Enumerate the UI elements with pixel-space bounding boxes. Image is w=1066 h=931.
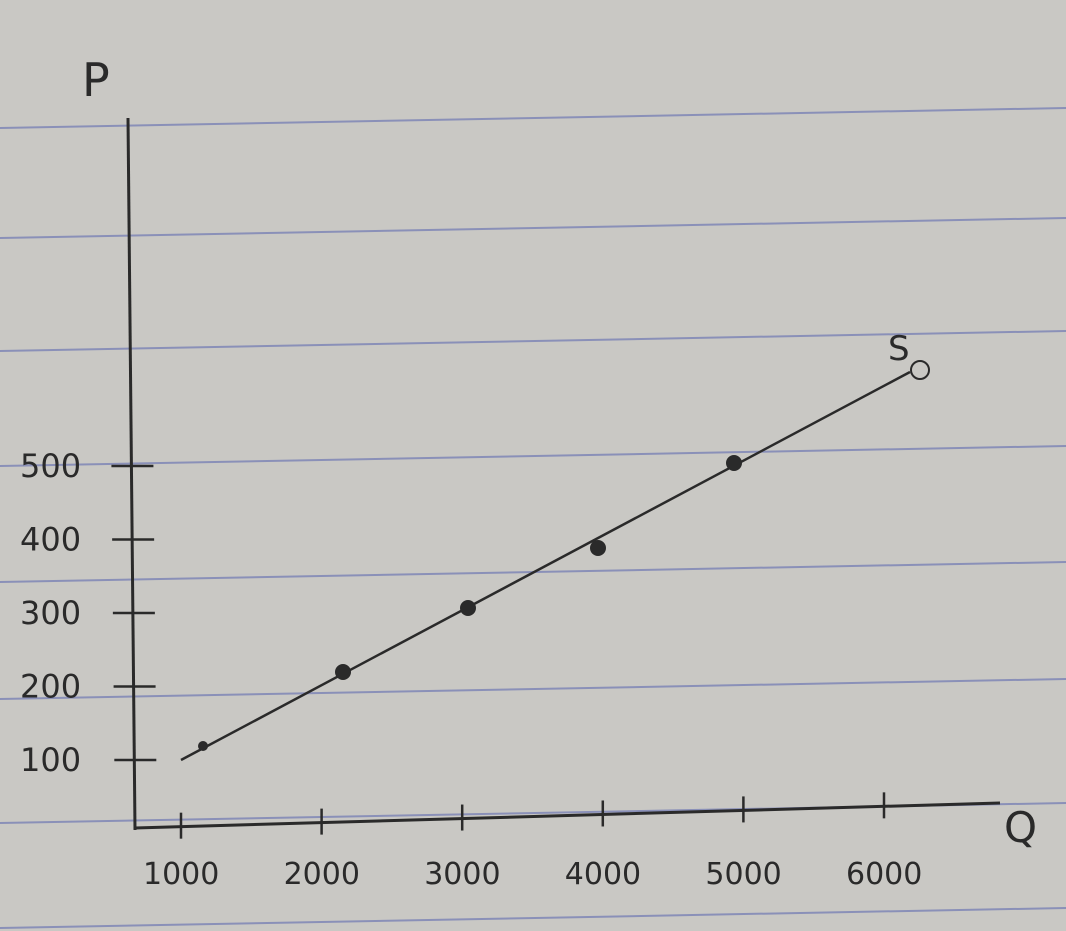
- x-tick-label: 4000: [565, 857, 641, 892]
- data-point: [460, 600, 476, 616]
- x-ticks: 1000 2000 3000 4000 5000 6000: [143, 792, 922, 892]
- x-tick-label: 1000: [143, 857, 219, 892]
- data-point: [726, 455, 742, 471]
- y-axis-label: P: [82, 53, 110, 107]
- data-point: [335, 664, 351, 680]
- rule-line: [0, 907, 1066, 929]
- y-ticks: 100 200 300 400 500: [20, 447, 157, 779]
- rule-line: [0, 217, 1066, 239]
- data-point: [198, 741, 208, 751]
- supply-line-end-marker: [910, 360, 930, 380]
- y-tick-label: 200: [20, 668, 81, 706]
- y-tick-label: 400: [20, 521, 81, 559]
- x-axis-label: Q: [1004, 803, 1037, 852]
- x-tick-label: 3000: [424, 857, 500, 892]
- rule-line: [0, 107, 1066, 129]
- rule-line: [0, 678, 1066, 700]
- data-point: [590, 540, 606, 556]
- rule-line: [0, 330, 1066, 352]
- y-tick-label: 300: [20, 594, 81, 632]
- x-tick-label: 5000: [705, 857, 781, 892]
- rule-line: [0, 445, 1066, 467]
- y-tick-label: 500: [20, 447, 81, 485]
- x-tick-label: 6000: [846, 857, 922, 892]
- x-axis: [134, 801, 1001, 830]
- y-axis: [126, 117, 137, 831]
- y-tick-label: 100: [20, 741, 81, 779]
- x-tick-label: 2000: [284, 857, 360, 892]
- data-points: [198, 455, 742, 751]
- supply-line-label: S: [888, 329, 910, 369]
- supply-line: [180, 370, 911, 762]
